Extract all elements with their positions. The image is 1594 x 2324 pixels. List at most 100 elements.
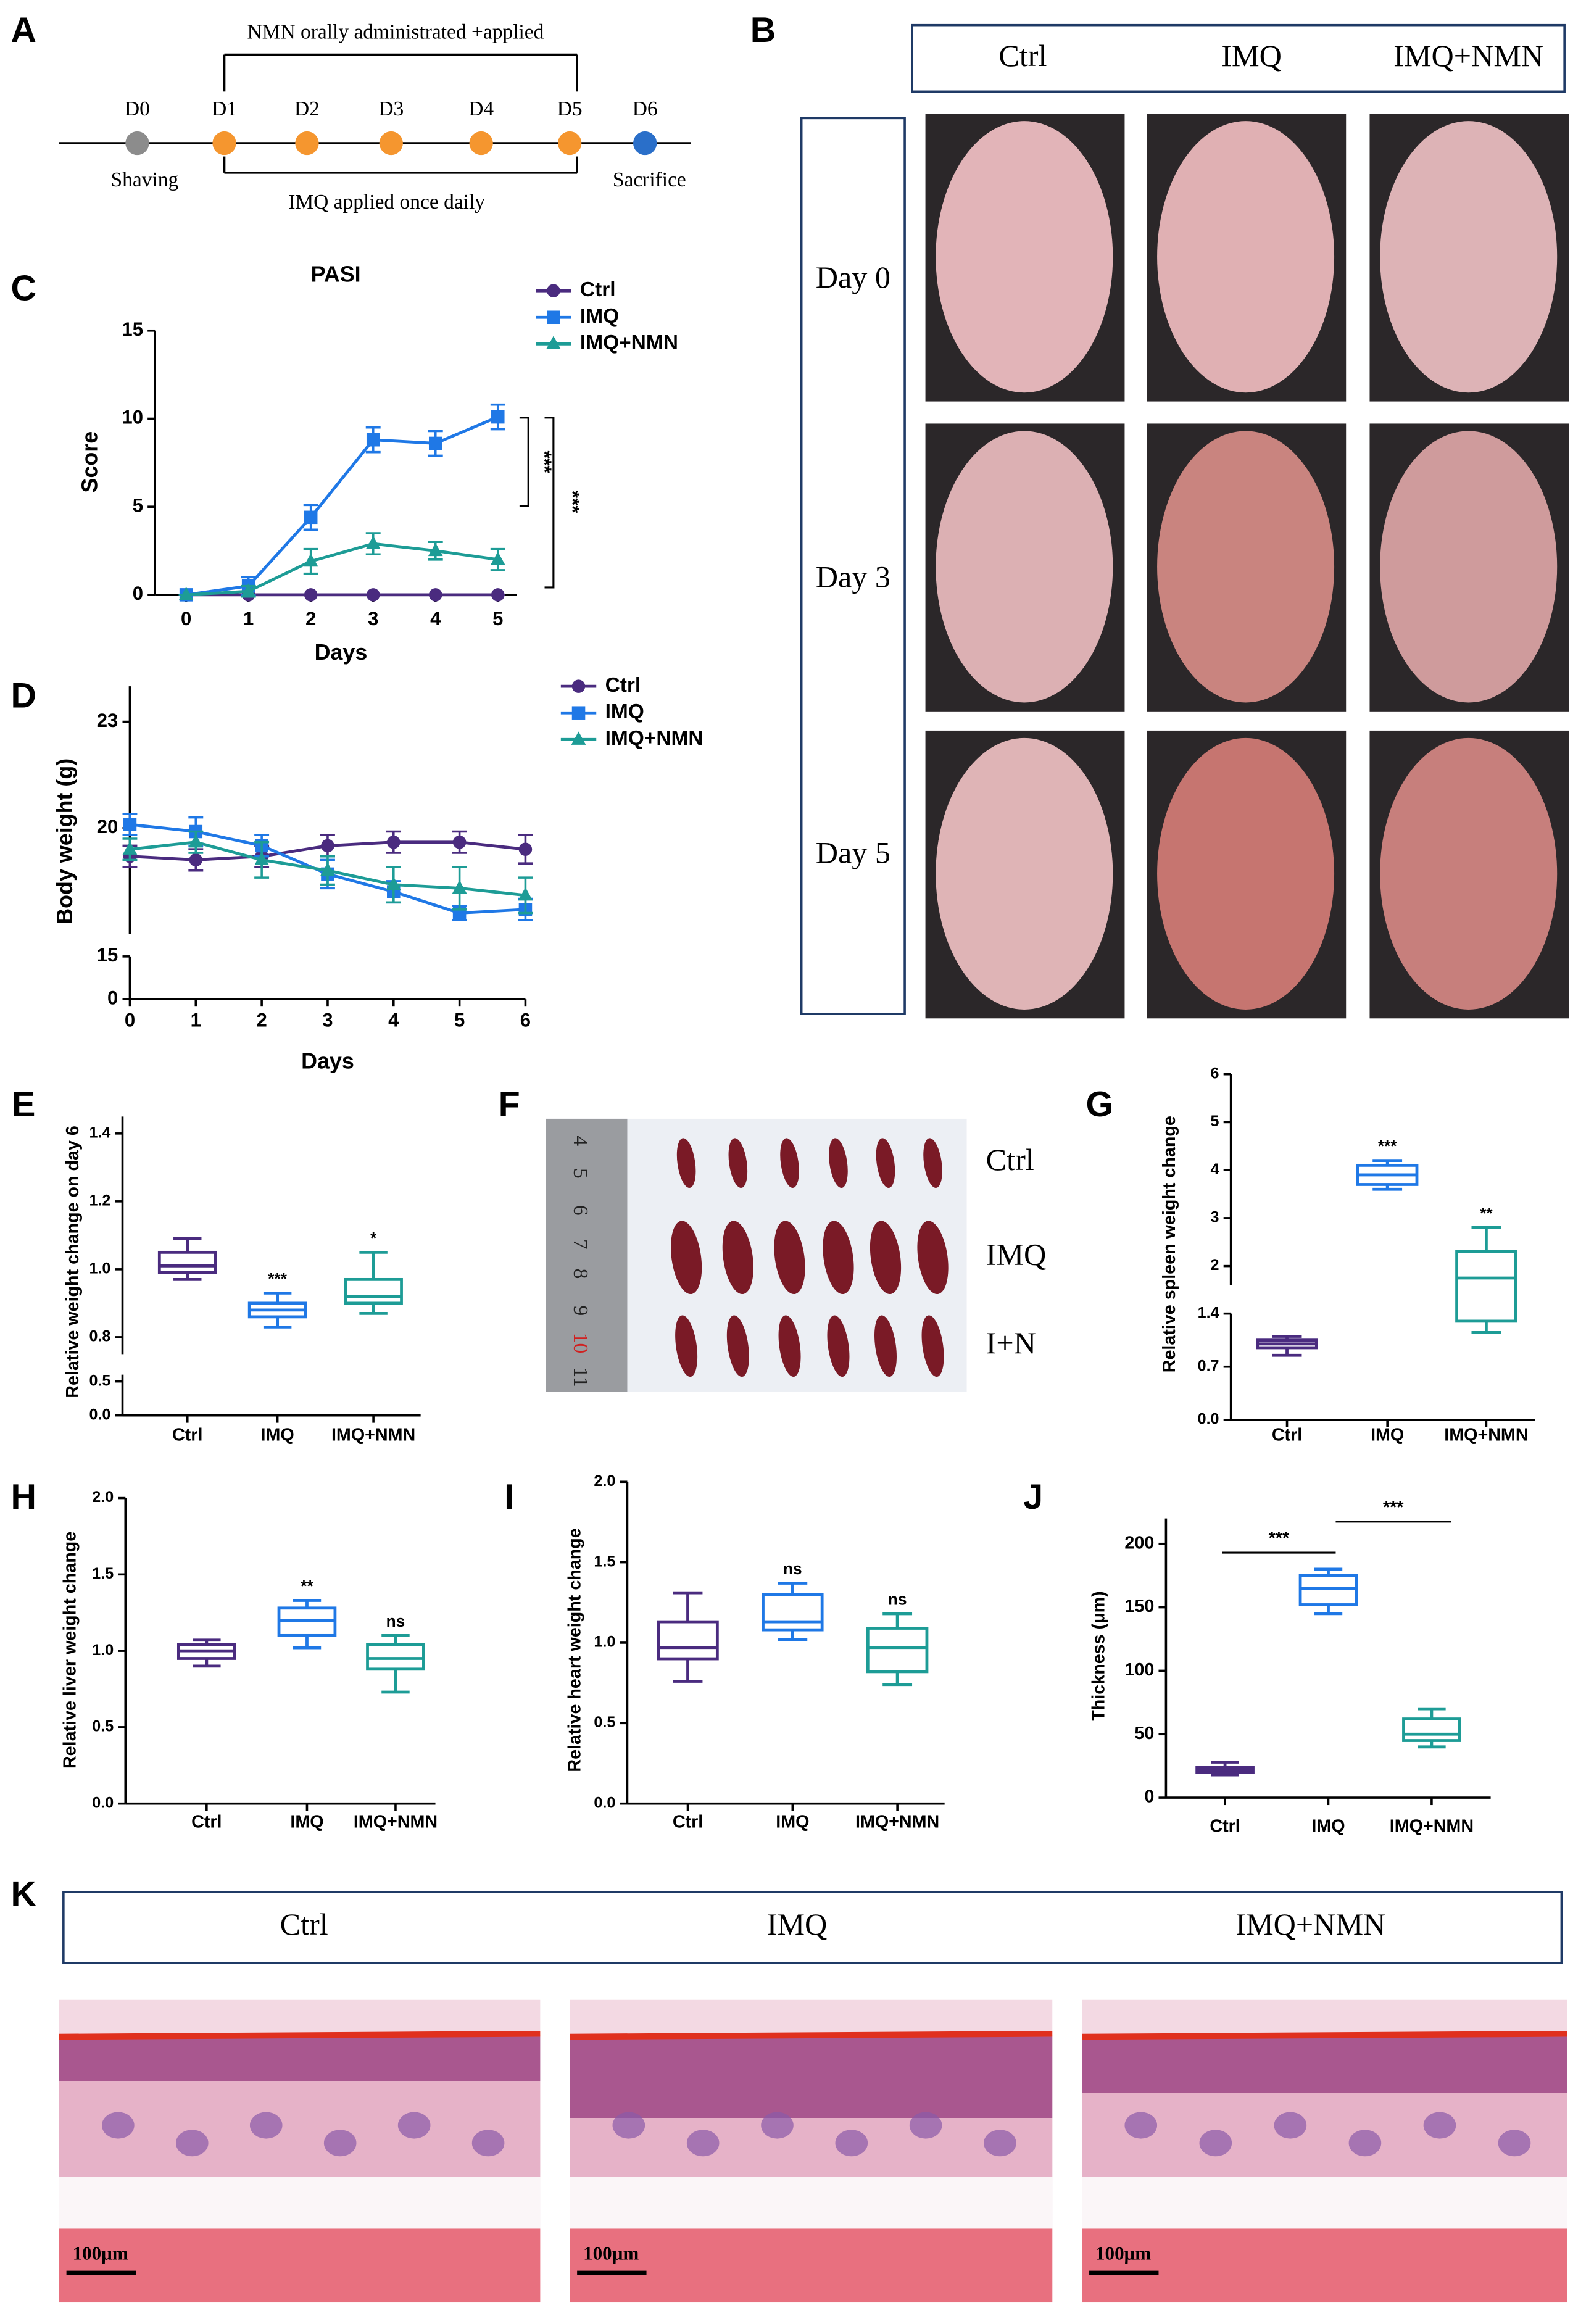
significance-label: ** xyxy=(301,1577,313,1595)
x-tick-label: IMQ+NMN xyxy=(1390,1817,1474,1836)
epidermis xyxy=(570,2036,1053,2119)
x-axis-label: Days xyxy=(315,640,368,665)
stratum-corneum xyxy=(1082,2030,1567,2040)
scale-bar-label: 100μm xyxy=(1095,2243,1151,2264)
box xyxy=(277,1606,337,1637)
marker xyxy=(304,588,318,602)
box xyxy=(1455,1250,1517,1323)
y-tick-label: 0.0 xyxy=(1198,1410,1219,1427)
marker xyxy=(188,834,204,848)
scale-bar-label: 100μm xyxy=(73,2243,128,2264)
ruler-number: 7 xyxy=(569,1239,592,1250)
chart-title: PASI xyxy=(311,262,361,287)
column-label: Ctrl xyxy=(998,38,1047,73)
gland xyxy=(1274,2112,1307,2139)
y-tick-label: 0.5 xyxy=(92,1718,114,1735)
series-line xyxy=(186,542,499,597)
marker xyxy=(491,410,505,424)
y-tick-label: 3 xyxy=(1211,1209,1219,1226)
legend-marker xyxy=(547,310,560,325)
x-tick-label: IMQ xyxy=(1311,1817,1345,1836)
fat xyxy=(59,2177,541,2229)
series-line xyxy=(186,415,499,597)
panel-letter: K xyxy=(11,1874,36,1914)
gland xyxy=(1199,2130,1232,2157)
panel-letter: B xyxy=(750,10,776,50)
ruler-number: 8 xyxy=(569,1269,592,1279)
gland xyxy=(612,2112,645,2139)
y-tick-label: 0 xyxy=(133,583,143,604)
x-axis-label: Days xyxy=(301,1049,354,1074)
gland xyxy=(397,2112,431,2139)
fat xyxy=(570,2177,1053,2229)
marker xyxy=(241,583,256,597)
row-label: Day 5 xyxy=(816,836,890,870)
marker xyxy=(428,436,442,450)
significance-label: ns xyxy=(386,1612,405,1630)
x-tick-label: 1 xyxy=(191,1009,201,1031)
spleen xyxy=(827,1315,850,1377)
photo-skin xyxy=(936,737,1113,1010)
spleen xyxy=(778,1315,801,1377)
photo-skin xyxy=(1380,431,1558,703)
muscle xyxy=(1082,2228,1567,2303)
y-axis-label: Thickness (μm) xyxy=(1089,1591,1108,1720)
significance-label: ns xyxy=(888,1590,907,1608)
muscle xyxy=(570,2228,1053,2303)
ruler-number: 10 xyxy=(569,1333,592,1353)
spleen xyxy=(823,1221,854,1295)
x-tick-label: IMQ+NMN xyxy=(331,1426,415,1445)
ruler xyxy=(546,1118,628,1392)
x-tick-label: IMQ+NMN xyxy=(354,1812,438,1832)
marker xyxy=(304,510,318,525)
side-box xyxy=(800,117,906,1015)
gland xyxy=(761,2112,794,2139)
y-tick-label: 0.7 xyxy=(1198,1357,1219,1374)
x-tick-label: 4 xyxy=(430,608,441,629)
x-tick-label: 0 xyxy=(125,1009,135,1031)
column-label: IMQ xyxy=(1221,38,1282,73)
spleen xyxy=(676,1138,696,1188)
y-tick-label: 0 xyxy=(1144,1787,1154,1807)
marker xyxy=(366,433,380,447)
y-tick-label: 1.0 xyxy=(594,1633,615,1651)
x-tick-label: 3 xyxy=(368,608,378,629)
significance-label: *** xyxy=(562,491,583,513)
spleen xyxy=(829,1138,848,1188)
box xyxy=(657,1620,719,1661)
y-tick-label: 0 xyxy=(107,987,118,1008)
marker xyxy=(428,542,443,557)
x-tick-label: 5 xyxy=(492,608,503,629)
marker xyxy=(428,588,442,602)
scale-bar-label: 100μm xyxy=(583,2243,639,2264)
column-label: IMQ+NMN xyxy=(1393,38,1543,73)
timeline-day: D0 xyxy=(125,98,150,120)
y-tick-label: 23 xyxy=(97,710,118,731)
x-tick-label: Ctrl xyxy=(1210,1817,1240,1836)
dermis xyxy=(59,2081,541,2177)
panel-letter: D xyxy=(11,676,36,715)
y-axis-label: Body weight (g) xyxy=(52,758,77,924)
y-tick-label: 0.0 xyxy=(594,1794,615,1811)
marker xyxy=(303,553,318,567)
photo-skin xyxy=(1157,737,1335,1010)
significance-label: *** xyxy=(268,1269,287,1288)
timeline-dot xyxy=(633,131,657,156)
y-axis-label: Relative spleen weight change xyxy=(1160,1116,1179,1372)
marker xyxy=(189,853,203,867)
x-tick-label: Ctrl xyxy=(1272,1426,1302,1445)
photo-skin xyxy=(1380,737,1558,1010)
marker xyxy=(365,536,381,549)
y-tick-label: 2 xyxy=(1211,1256,1219,1274)
legend-marker xyxy=(571,706,586,720)
y-tick-label: 6 xyxy=(1211,1064,1219,1082)
panel-letter: F xyxy=(499,1085,520,1124)
bracket-label: NMN orally administrated +applied xyxy=(247,21,544,44)
spleen xyxy=(870,1221,902,1295)
photo-skin xyxy=(936,431,1113,703)
legend-marker xyxy=(571,731,586,745)
gland xyxy=(1348,2130,1382,2157)
photo-skin xyxy=(1157,431,1335,703)
y-tick-label: 100 xyxy=(1124,1660,1154,1680)
x-tick-label: IMQ xyxy=(776,1812,809,1832)
